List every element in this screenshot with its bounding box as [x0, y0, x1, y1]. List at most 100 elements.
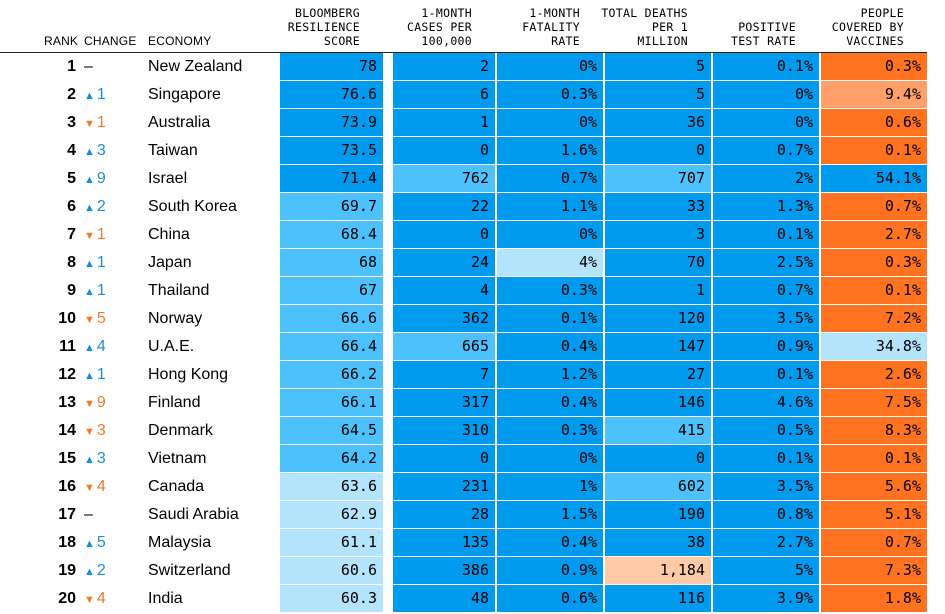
- positive-rate-cell: 1.3%: [713, 193, 819, 220]
- score-cell: 76.6: [280, 81, 383, 108]
- rank-cell: 4: [67, 142, 76, 159]
- score-cell: 68.4: [280, 221, 383, 248]
- vaccines-cell: 54.1%: [821, 165, 927, 192]
- triangle-down-icon: ▼: [84, 594, 95, 606]
- rank-cell: 17: [58, 506, 76, 523]
- rank-cell: 9: [67, 282, 76, 299]
- deaths-cell: 27: [605, 361, 711, 388]
- change-value: 4: [96, 590, 106, 607]
- economy-cell: China: [148, 226, 190, 243]
- economy-cell: Japan: [148, 254, 192, 271]
- triangle-up-icon: ▲: [84, 258, 95, 270]
- score-cell: 66.1: [280, 389, 383, 416]
- positive-rate-cell: 0.1%: [713, 53, 819, 80]
- change-cell: ▲ 3: [84, 445, 106, 474]
- deaths-cell: 5: [605, 81, 711, 108]
- economy-cell: India: [148, 590, 183, 607]
- change-value: 4: [96, 338, 106, 355]
- header-fatality: 1-MONTH FATALITY RATE: [522, 6, 580, 48]
- header-rank: RANK: [44, 34, 79, 48]
- deaths-cell: 116: [605, 585, 711, 612]
- fatality-cell: 1.6%: [497, 137, 603, 164]
- rank-cell: 19: [58, 562, 76, 579]
- fatality-cell: 1.1%: [497, 193, 603, 220]
- deaths-cell: 147: [605, 333, 711, 360]
- deaths-cell: 1: [605, 277, 711, 304]
- table-row: 17– Saudi Arabia 62.9 28 1.5% 190 0.8% 5.1%: [0, 501, 927, 529]
- table-row: 1– New Zealand 78 2 0% 5 0.1% 0.3%: [0, 53, 927, 81]
- economy-cell: Thailand: [148, 282, 210, 299]
- fatality-cell: 0.3%: [497, 81, 603, 108]
- table-row: 19 ▲ 2 Switzerland 60.6 386 0.9% 1,184 5% 7.3%: [0, 557, 927, 585]
- economy-cell: Taiwan: [148, 142, 198, 159]
- positive-rate-cell: 2%: [713, 165, 819, 192]
- triangle-up-icon: ▲: [84, 342, 95, 354]
- deaths-cell: 1,184: [605, 557, 711, 584]
- fatality-cell: 0.4%: [497, 333, 603, 360]
- change-cell: ▲ 4: [84, 333, 106, 362]
- cases-cell: 665: [393, 333, 495, 360]
- table-row: 13 ▼ 9 Finland 66.1 317 0.4% 146 4.6% 7.5%: [0, 389, 927, 417]
- vaccines-cell: 7.3%: [821, 557, 927, 584]
- cases-cell: 362: [393, 305, 495, 332]
- score-cell: 61.1: [280, 529, 383, 556]
- change-value: 1: [96, 226, 106, 243]
- table-row: 3 ▼ 1 Australia 73.9 1 0% 36 0% 0.6%: [0, 109, 927, 137]
- change-value: 2: [96, 562, 106, 579]
- table-row: 4 ▲ 3 Taiwan 73.5 0 1.6% 0 0.7% 0.1%: [0, 137, 927, 165]
- change-value: 4: [96, 478, 106, 495]
- change-cell: ▼ 5: [84, 305, 106, 334]
- header-cases: 1-MONTH CASES PER 100,000: [406, 6, 472, 48]
- economy-cell: Canada: [148, 478, 205, 495]
- positive-rate-cell: 0.1%: [713, 361, 819, 388]
- triangle-up-icon: ▲: [84, 174, 95, 186]
- fatality-cell: 0.1%: [497, 305, 603, 332]
- economy-cell: Hong Kong: [148, 366, 229, 383]
- rank-cell: 2: [67, 86, 76, 103]
- economy-cell: South Korea: [148, 198, 237, 215]
- rank-cell: 3: [67, 114, 76, 131]
- cases-cell: 310: [393, 417, 495, 444]
- rank-cell: 11: [59, 338, 76, 355]
- vaccines-cell: 1.8%: [821, 585, 927, 612]
- positive-rate-cell: 3.5%: [713, 305, 819, 332]
- fatality-cell: 0.9%: [497, 557, 603, 584]
- deaths-cell: 5: [605, 53, 711, 80]
- change-cell: ▲ 9: [84, 165, 106, 194]
- positive-rate-cell: 2.7%: [713, 529, 819, 556]
- rank-cell: 6: [67, 198, 76, 215]
- fatality-cell: 0%: [497, 109, 603, 136]
- cases-cell: 48: [393, 585, 495, 612]
- triangle-up-icon: ▲: [84, 146, 95, 158]
- economy-cell: Malaysia: [148, 534, 212, 551]
- fatality-cell: 0.4%: [497, 529, 603, 556]
- deaths-cell: 146: [605, 389, 711, 416]
- table-row: 8 ▲ 1 Japan 68 24 4% 70 2.5% 0.3%: [0, 249, 927, 277]
- positive-rate-cell: 3.9%: [713, 585, 819, 612]
- score-cell: 68: [280, 249, 383, 276]
- change-value: 9: [96, 170, 106, 187]
- table-row: 15 ▲ 3 Vietnam 64.2 0 0% 0 0.1% 0.1%: [0, 445, 927, 473]
- cases-cell: 6: [393, 81, 495, 108]
- vaccines-cell: 0.1%: [821, 137, 927, 164]
- change-cell: ▼ 4: [84, 473, 106, 502]
- vaccines-cell: 7.2%: [821, 305, 927, 332]
- header-vaccines: PEOPLE COVERED BY VACCINES: [831, 6, 904, 48]
- fatality-cell: 1.2%: [497, 361, 603, 388]
- change-cell: ▼ 1: [84, 221, 106, 250]
- vaccines-cell: 0.1%: [821, 277, 927, 304]
- economy-cell: Finland: [148, 394, 201, 411]
- rank-cell: 15: [58, 450, 76, 467]
- triangle-down-icon: ▼: [84, 398, 95, 410]
- vaccines-cell: 0.7%: [821, 193, 927, 220]
- change-cell: ▲ 2: [84, 557, 106, 586]
- rank-cell: 13: [58, 394, 76, 411]
- change-value: 3: [96, 450, 106, 467]
- change-value: 5: [96, 310, 106, 327]
- positive-rate-cell: 2.5%: [713, 249, 819, 276]
- change-cell: ▲ 1: [84, 361, 106, 390]
- deaths-cell: 707: [605, 165, 711, 192]
- economy-cell: Singapore: [148, 86, 221, 103]
- change-cell: ▼ 4: [84, 585, 106, 614]
